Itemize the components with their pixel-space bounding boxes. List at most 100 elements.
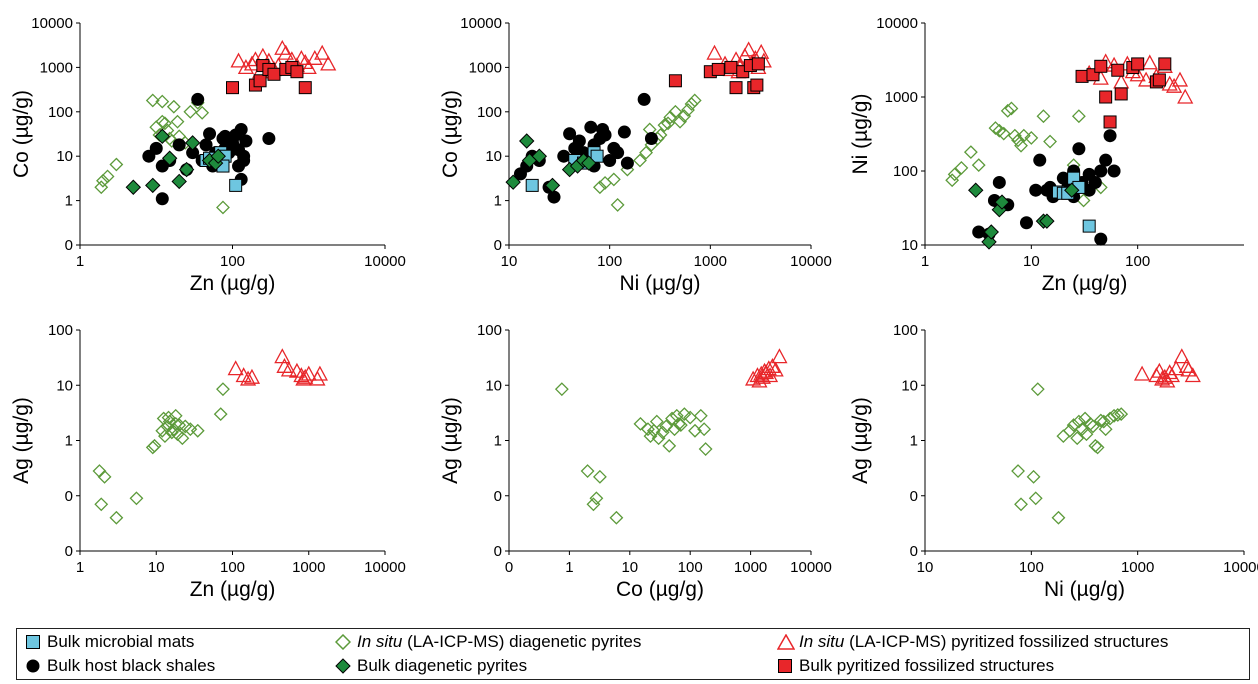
data-point-insitu-diag — [190, 423, 205, 438]
data-point-insitu-diag — [161, 410, 176, 425]
y-tick-label: 100 — [893, 322, 918, 339]
x-tick-label: 1 — [76, 559, 84, 576]
legend-label-italic: In situ — [799, 632, 845, 651]
data-point-insitu-diag — [1079, 427, 1094, 442]
y-tick-label: 1 — [65, 193, 73, 210]
data-point-insitu-diag — [1024, 130, 1039, 145]
data-point-insitu-diag — [662, 438, 677, 453]
data-point-insitu-foss — [1168, 360, 1185, 376]
data-point-insitu-diag — [175, 431, 190, 446]
data-point-insitu-foss — [239, 370, 257, 386]
data-point-mats — [229, 178, 243, 192]
data-point-insitu-diag — [643, 429, 658, 444]
x-axis-label: Ni (µg/g) — [620, 272, 701, 295]
y-axis-label: Co (µg/g) — [439, 90, 462, 178]
data-point-shales — [155, 192, 169, 206]
data-point-insitu-diag — [109, 510, 124, 525]
data-point-shales — [218, 129, 232, 143]
data-point-bulk-foss — [729, 81, 743, 95]
data-point-shales — [563, 127, 577, 141]
data-point-insitu-diag — [1096, 414, 1111, 429]
data-point-bulk-diag — [1039, 213, 1055, 229]
data-point-bulk-foss — [1131, 57, 1145, 71]
x-axis-label: Zn (µg/g) — [190, 578, 276, 601]
data-point-insitu-diag — [665, 411, 679, 426]
data-point-insitu-foss — [756, 362, 773, 378]
data-point-insitu-diag — [183, 104, 198, 119]
data-point-insitu-foss — [1184, 367, 1201, 383]
data-point-bulk-diag — [968, 182, 984, 198]
data-point-insitu-diag — [155, 94, 170, 109]
x-tick-label: 1 — [565, 559, 573, 576]
data-point-insitu-diag — [673, 114, 687, 129]
data-point-bulk-foss — [1152, 73, 1166, 87]
x-tick-label: 10 — [1023, 253, 1040, 270]
y-tick-label: 1 — [494, 433, 502, 450]
data-point-insitu-diag — [586, 497, 601, 512]
data-point-insitu-diag — [667, 422, 682, 437]
y-tick-label: 10 — [56, 148, 73, 165]
data-point-insitu-foss — [309, 370, 326, 386]
x-tick-label: 1 — [921, 253, 929, 270]
data-point-shales — [1099, 153, 1113, 167]
data-point-shales — [598, 128, 612, 142]
legend-label: Bulk host black shales — [47, 656, 216, 675]
data-point-insitu-diag — [155, 423, 170, 438]
data-point-insitu-diag — [1014, 138, 1028, 153]
data-point-bulk-foss — [253, 74, 267, 88]
data-point-bulk-diag — [178, 161, 195, 178]
data-point-mats — [1082, 219, 1096, 233]
data-point-insitu-diag — [168, 416, 183, 431]
data-point-insitu-diag — [954, 161, 969, 175]
x-tick-label: 10000 — [1223, 559, 1258, 576]
data-point-shales — [199, 138, 213, 152]
y-tick-label: 10000 — [31, 15, 73, 32]
data-point-insitu-diag — [195, 105, 210, 120]
chart-panel-6: 0 0 1 10 100 10 100 1000 10000 Ni (µg/g) Ag (µg/g) — [849, 322, 1258, 601]
y-tick-label: 10 — [485, 148, 502, 165]
data-point-insitu-diag — [963, 145, 978, 160]
data-point-shales — [239, 134, 253, 148]
data-point-insitu-diag — [592, 180, 607, 195]
data-point-bulk-diag — [544, 177, 561, 194]
data-point-insitu-diag — [996, 126, 1011, 141]
x-axis-label: Ni (µg/g) — [1044, 578, 1125, 601]
x-tick-label: 100 — [1019, 559, 1044, 576]
data-point-insitu-diag — [158, 116, 172, 131]
x-tick-label: 10 — [148, 559, 165, 576]
data-point-bulk-diag — [1064, 182, 1080, 198]
data-point-insitu-diag — [94, 497, 109, 512]
data-point-insitu-foss — [740, 41, 757, 57]
data-point-bulk-diag — [581, 155, 597, 171]
data-point-shales — [1019, 216, 1033, 230]
data-point-insitu-foss — [227, 360, 244, 376]
data-point-insitu-diag — [1110, 408, 1125, 422]
data-point-bulk-diag — [981, 234, 997, 250]
x-tick-label: 0 — [505, 559, 513, 576]
figure-panels: 0 1 10 100 1000 10000 1 100 10000 Zn (µg/g) Co (µg… — [10, 15, 1258, 601]
data-point-insitu-diag — [97, 469, 112, 484]
y-tick-label: 1 — [494, 193, 502, 210]
data-point-shales — [262, 132, 276, 146]
y-tick-label: 1 — [910, 433, 918, 450]
data-point-insitu-foss — [277, 44, 294, 60]
y-axis-label: Ag (µg/g) — [439, 397, 462, 484]
data-point-bulk-foss — [1158, 57, 1172, 71]
data-point-insitu-diag — [668, 104, 683, 119]
x-tick-label: 1000 — [694, 253, 727, 270]
data-point-insitu-foss — [1133, 365, 1151, 381]
data-point-insitu-diag — [170, 114, 185, 129]
x-tick-label: 1 — [76, 253, 84, 270]
y-axis-label: Ni (µg/g) — [849, 94, 872, 175]
data-point-shales — [1072, 142, 1086, 156]
data-point-shales — [1094, 164, 1108, 178]
legend-label: (LA-ICP-MS) diagenetic pyrites — [402, 632, 642, 651]
data-point-insitu-diag — [653, 128, 668, 142]
data-point-insitu-diag — [216, 382, 230, 397]
data-point-insitu-diag — [213, 407, 228, 422]
y-tick-label: 1000 — [40, 59, 73, 76]
data-point-insitu-diag — [1088, 438, 1103, 453]
data-point-bulk-diag — [531, 148, 548, 164]
